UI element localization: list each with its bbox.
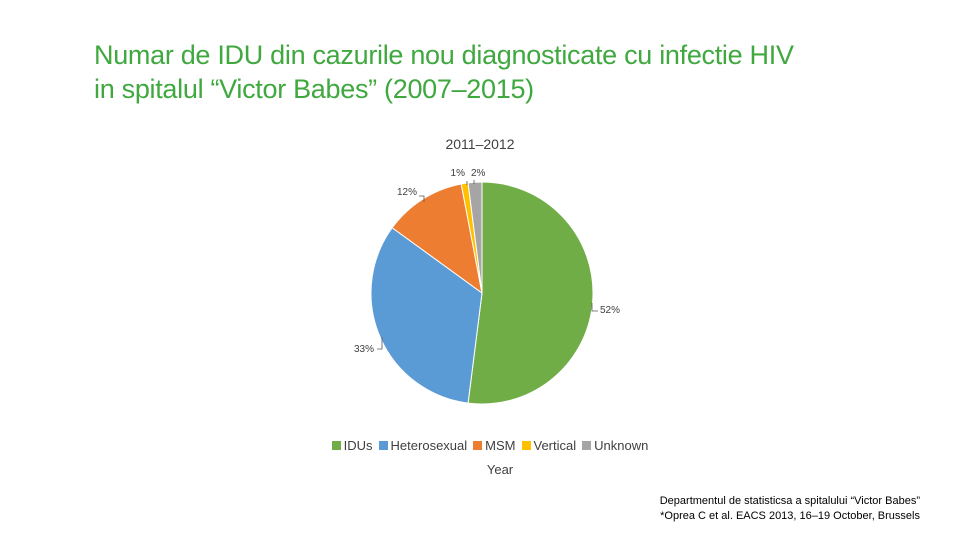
leader-line-heterosexual [377, 337, 383, 350]
data-label-msm: 12% [397, 187, 417, 198]
x-axis-label: Year [486, 462, 514, 477]
leader-line-idus [591, 303, 598, 312]
legend-label-idus: IDUs [343, 438, 373, 453]
legend-label-heterosexual: Heterosexual [390, 438, 468, 453]
legend-swatch-msm [473, 441, 483, 450]
data-label-idus: 52% [600, 305, 620, 316]
legend-item-unknown: Unknown [582, 438, 648, 453]
legend-item-msm: MSM [473, 438, 516, 453]
legend-label-msm: MSM [485, 438, 516, 453]
pie-slice-msm [391, 183, 483, 295]
slide-title-line-1: Numar de IDU din cazurile nou diagnostic… [94, 40, 794, 70]
legend-swatch-vertical [521, 441, 531, 450]
legend-item-heterosexual: Heterosexual [378, 438, 468, 453]
legend-swatch-unknown [582, 441, 592, 450]
data-label-unknown: 2% [471, 168, 486, 179]
legend-label-unknown: Unknown [594, 438, 649, 453]
pie-slice-heterosexual [370, 227, 483, 404]
slide-title: Numar de IDU din cazurile nou diagnostic… [94, 38, 894, 106]
pie-slice-idus [467, 181, 594, 405]
slide-title-line-2: in spitalul “Victor Babes” (2007–2015) [94, 74, 534, 104]
chart-legend: IDUs Heterosexual MSM Vertical Unknown [300, 438, 680, 453]
data-label-vertical: 1% [451, 168, 466, 179]
source-line-2: *Oprea C et al. EACS 2013, 16–19 October… [660, 510, 920, 522]
legend-swatch-heterosexual [378, 441, 388, 450]
leader-line-msm [419, 195, 425, 202]
pie-slice-unknown [467, 181, 483, 294]
legend-item-idus: IDUs [331, 438, 373, 453]
data-label-heterosexual: 33% [354, 344, 374, 355]
legend-label-vertical: Vertical [533, 438, 577, 453]
legend-swatch-idus [331, 441, 341, 450]
legend-item-vertical: Vertical [521, 438, 577, 453]
source-note: Departmentul de statisticsa a spitalului… [660, 494, 920, 524]
source-line-1: Departmentul de statisticsa a spitalului… [659, 495, 920, 507]
chart-title: 2011–2012 [445, 136, 515, 152]
